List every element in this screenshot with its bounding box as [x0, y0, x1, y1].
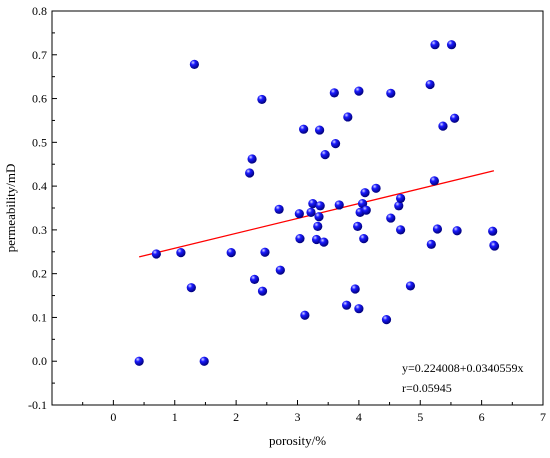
data-point: [313, 221, 323, 231]
data-point: [257, 94, 267, 105]
data-point: [275, 265, 285, 275]
data-point: [342, 300, 352, 310]
data-point: [245, 168, 255, 178]
data-point: [308, 199, 318, 209]
x-tick-label: 4: [356, 410, 362, 424]
data-point: [176, 248, 186, 258]
data-point: [386, 88, 396, 98]
data-point: [311, 234, 322, 245]
data-point: [320, 149, 330, 160]
data-point: [354, 86, 364, 96]
x-tick-label: 3: [295, 410, 301, 424]
data-point: [329, 88, 339, 98]
data-point: [294, 209, 304, 219]
data-point: [446, 40, 457, 50]
y-tick-label: 0.5: [32, 135, 47, 149]
x-tick-label: 2: [233, 410, 239, 424]
plot-frame: [51, 10, 544, 406]
x-axis-title: porosity/%: [269, 433, 326, 448]
data-point: [371, 183, 381, 193]
data-point: [353, 221, 363, 231]
data-point: [396, 225, 406, 235]
y-tick-label: 0.8: [32, 4, 47, 18]
data-point: [405, 281, 416, 291]
correlation-label: r=0.05945: [402, 381, 452, 395]
data-point: [386, 213, 396, 223]
data-point: [450, 113, 460, 123]
data-point: [334, 200, 344, 210]
data-point: [315, 201, 325, 211]
data-point: [452, 226, 462, 236]
data-point: [438, 121, 448, 131]
data-point: [247, 154, 257, 164]
x-tick-label: 1: [172, 410, 178, 424]
y-tick-label: 0.7: [32, 48, 47, 62]
data-point: [394, 201, 404, 211]
x-tick-label: 6: [479, 410, 485, 424]
data-point: [260, 247, 270, 257]
x-tick-label: 5: [417, 410, 423, 424]
y-tick-label: 0.3: [32, 223, 47, 237]
data-point: [189, 59, 199, 70]
data-point: [430, 40, 440, 50]
y-tick-label: -0.1: [28, 398, 47, 412]
data-point: [432, 224, 443, 234]
data-point: [257, 286, 268, 296]
data-point: [343, 112, 353, 122]
x-tick-label: 0: [110, 410, 116, 424]
data-point: [314, 125, 325, 135]
data-point: [199, 356, 209, 366]
ticks-layer: 0 1 2 3 4 5 6 7 -0.1 0.0 0.1 0.2 0.3 0.4 0.5 0.6 0.7 0.8: [28, 4, 546, 424]
y-tick-label: 0.6: [32, 92, 47, 106]
data-point: [330, 139, 341, 149]
data-point: [319, 237, 329, 247]
data-point: [489, 241, 500, 251]
data-point: [299, 124, 309, 134]
data-point: [350, 284, 360, 294]
data-point: [354, 304, 364, 314]
data-point: [429, 176, 439, 186]
data-point: [249, 274, 260, 284]
points-layer: [134, 40, 500, 366]
data-point: [361, 205, 371, 215]
annotation-layer: y=0.224008+0.0340559x r=0.05945: [402, 361, 524, 395]
data-point: [488, 226, 498, 236]
data-point: [151, 249, 161, 259]
data-point: [360, 188, 370, 198]
y-tick-label: 0.1: [32, 310, 47, 324]
data-point: [300, 310, 310, 320]
data-point: [396, 193, 406, 203]
data-point: [314, 212, 324, 222]
data-point: [295, 234, 305, 244]
data-point: [359, 234, 369, 244]
data-point: [381, 315, 392, 325]
y-tick-label: 0.0: [32, 354, 47, 368]
data-point: [274, 204, 284, 214]
data-point: [306, 207, 316, 217]
y-tick-label: 0.4: [32, 179, 47, 193]
data-point: [226, 248, 236, 258]
data-point: [426, 239, 436, 249]
y-tick-label: 0.2: [32, 267, 47, 281]
data-point: [425, 79, 435, 90]
data-point: [134, 356, 144, 366]
y-axis-title: permeability/mD: [3, 164, 18, 253]
data-point: [186, 283, 196, 293]
x-tick-label: 7: [540, 410, 546, 424]
fit-equation-label: y=0.224008+0.0340559x: [402, 361, 524, 375]
